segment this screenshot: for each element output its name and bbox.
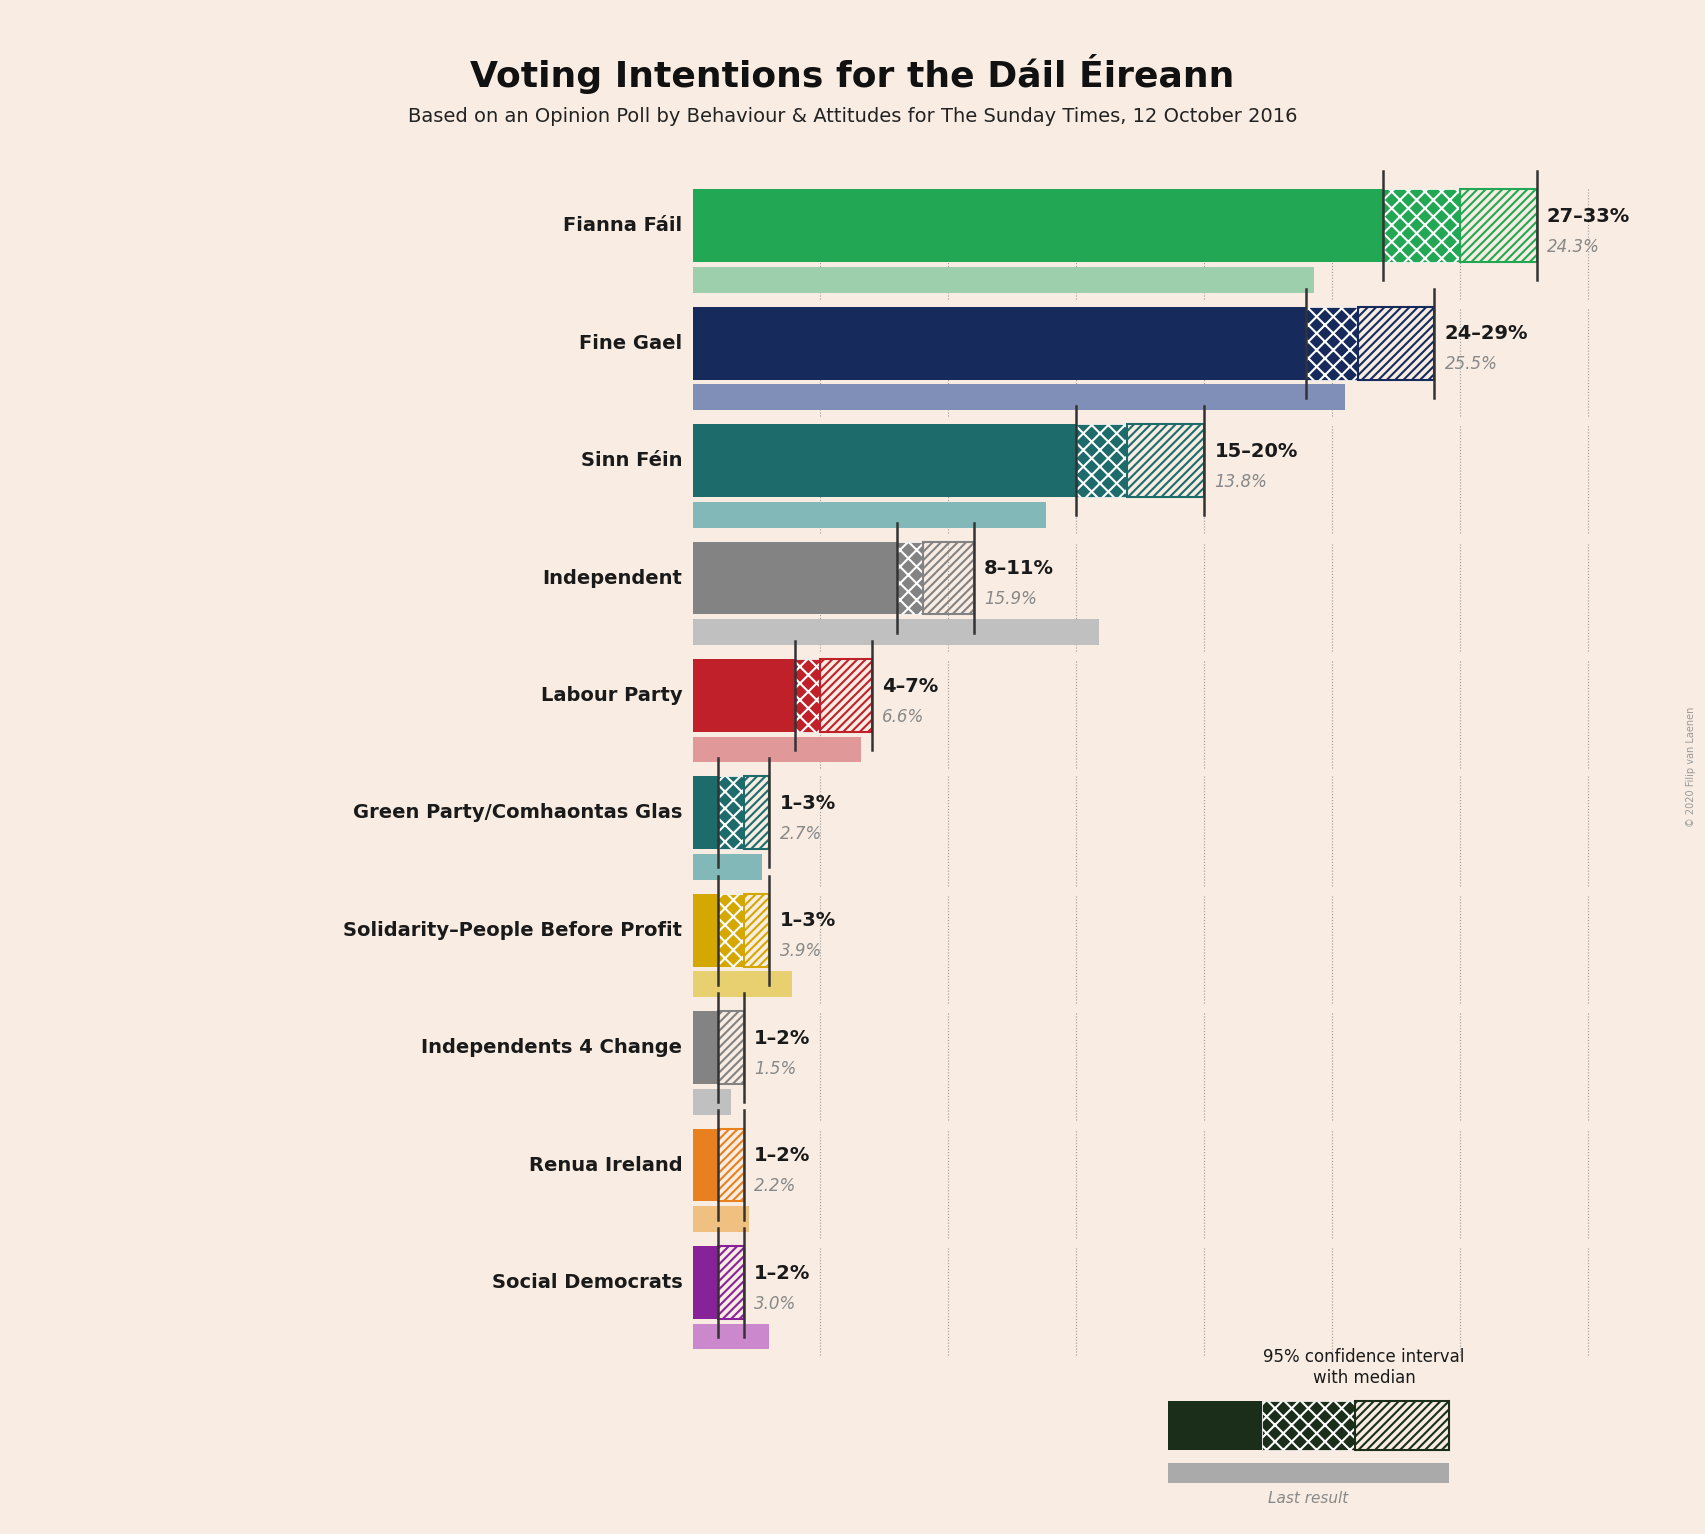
Text: 2.2%: 2.2% (754, 1177, 796, 1195)
Text: Independent: Independent (542, 569, 682, 588)
Bar (692, 1089, 731, 1115)
Bar (692, 267, 1315, 293)
Bar (692, 894, 718, 966)
Bar (692, 1129, 718, 1201)
Text: © 2020 Filip van Laenen: © 2020 Filip van Laenen (1686, 707, 1696, 827)
Text: 13.8%: 13.8% (1214, 472, 1267, 491)
Bar (692, 1246, 718, 1319)
Text: 8–11%: 8–11% (984, 558, 1054, 578)
Text: 1–3%: 1–3% (779, 911, 835, 930)
Bar (692, 502, 1045, 528)
Bar (692, 1206, 748, 1232)
Text: Sinn Féin: Sinn Féin (581, 451, 682, 469)
Text: 95% confidence interval
with median: 95% confidence interval with median (1263, 1348, 1465, 1387)
Text: 1.5%: 1.5% (754, 1060, 796, 1078)
Text: Social Democrats: Social Democrats (491, 1273, 682, 1292)
Bar (718, 894, 743, 966)
Text: Renua Ireland: Renua Ireland (529, 1155, 682, 1175)
Text: 4–7%: 4–7% (881, 676, 938, 695)
Bar (1357, 307, 1434, 379)
Bar (692, 1011, 718, 1085)
Bar (692, 1324, 769, 1350)
Bar (718, 1129, 743, 1201)
Text: Independents 4 Change: Independents 4 Change (421, 1039, 682, 1057)
Text: Solidarity–People Before Profit: Solidarity–People Before Profit (343, 920, 682, 940)
Bar (718, 1246, 743, 1319)
Text: 25.5%: 25.5% (1444, 356, 1497, 373)
Bar (1127, 425, 1204, 497)
Text: 15–20%: 15–20% (1214, 442, 1298, 460)
Bar (795, 660, 820, 732)
Bar (692, 660, 795, 732)
Bar (692, 971, 793, 997)
Bar (692, 620, 1100, 644)
Bar (743, 776, 769, 850)
Text: 1–3%: 1–3% (779, 795, 835, 813)
Bar (692, 307, 1306, 379)
Bar (1459, 189, 1536, 262)
Bar (718, 1011, 743, 1085)
Bar (692, 776, 718, 850)
Bar (922, 542, 974, 615)
Text: Labour Party: Labour Party (540, 686, 682, 706)
Bar (718, 776, 743, 850)
Text: Green Party/Comhaontas Glas: Green Party/Comhaontas Glas (353, 804, 682, 822)
Text: 3.0%: 3.0% (754, 1295, 796, 1313)
Text: Fine Gael: Fine Gael (580, 334, 682, 353)
Bar (820, 660, 871, 732)
Bar (692, 854, 762, 881)
Text: 27–33%: 27–33% (1546, 207, 1630, 225)
Text: 1–2%: 1–2% (754, 1029, 810, 1048)
Bar (692, 736, 861, 762)
Text: 1–2%: 1–2% (754, 1146, 810, 1166)
Bar (1383, 189, 1459, 262)
Text: Last result: Last result (1269, 1491, 1349, 1506)
Bar (692, 189, 1383, 262)
Bar (1076, 425, 1127, 497)
Text: 15.9%: 15.9% (984, 591, 1037, 607)
Bar (692, 542, 897, 615)
Bar (743, 894, 769, 966)
Text: 2.7%: 2.7% (779, 825, 822, 844)
Bar (897, 542, 922, 615)
Text: 3.9%: 3.9% (779, 942, 822, 960)
Text: 6.6%: 6.6% (881, 707, 924, 726)
Text: 1–2%: 1–2% (754, 1264, 810, 1282)
Bar (692, 385, 1345, 410)
Bar (1306, 307, 1357, 379)
Text: 24.3%: 24.3% (1546, 238, 1599, 256)
Text: Fianna Fáil: Fianna Fáil (563, 216, 682, 235)
Text: Voting Intentions for the Dáil Éireann: Voting Intentions for the Dáil Éireann (471, 54, 1234, 94)
Text: Based on an Opinion Poll by Behaviour & Attitudes for The Sunday Times, 12 Octob: Based on an Opinion Poll by Behaviour & … (407, 107, 1298, 126)
Text: 24–29%: 24–29% (1444, 324, 1528, 344)
Bar (692, 425, 1076, 497)
